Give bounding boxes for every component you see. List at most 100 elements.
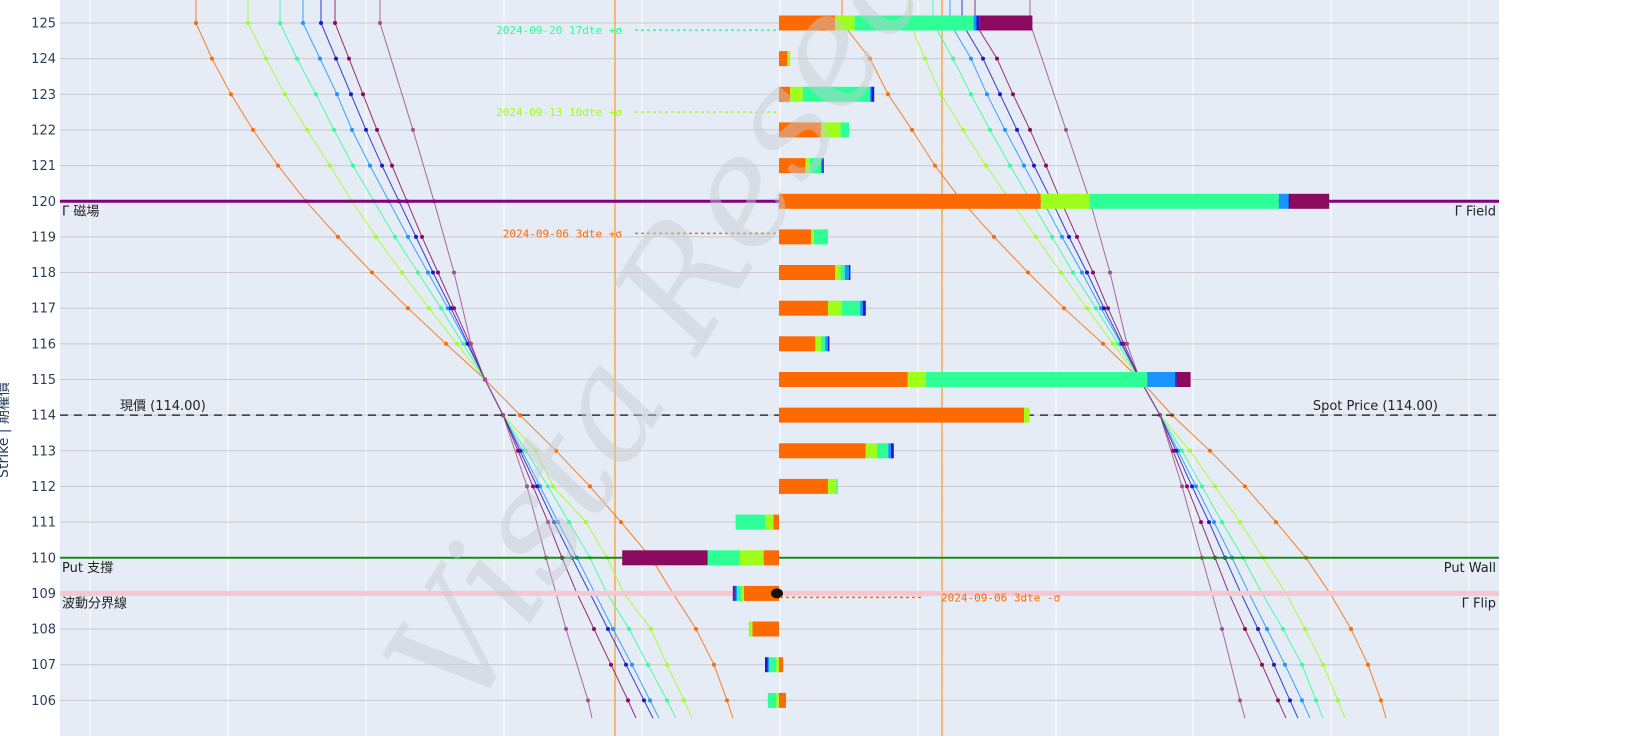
put-curve-point (278, 21, 282, 25)
bar-segment (828, 300, 842, 316)
call-curve-point (1108, 270, 1112, 275)
call-curve-point (1190, 484, 1194, 489)
put-curve-point (518, 413, 522, 418)
call-curve-point (910, 127, 914, 132)
bar-segment (779, 86, 791, 102)
bar-segment (844, 265, 849, 280)
call-curve-point (1062, 306, 1066, 311)
put-curve-point (426, 270, 430, 275)
bar-segment (765, 514, 774, 530)
call-curve-point (1243, 484, 1247, 489)
call-curve-point (1003, 127, 1007, 132)
put-curve-point (483, 377, 487, 382)
bar-segment (976, 15, 980, 31)
call-curve-point (1288, 698, 1292, 703)
call-curve-point (1220, 627, 1224, 631)
sigma-annotation-text: 2024-09-13 10dte +σ (496, 106, 622, 119)
bar-segment (735, 585, 737, 601)
reference-label-right: Γ Flip (1462, 596, 1496, 611)
bar-segment (779, 478, 828, 494)
put-curve-point (414, 234, 418, 239)
sigma-annotation-text: 2024-09-06 3dte +σ (503, 227, 623, 240)
put-curve-point (446, 306, 450, 311)
bar-segment (1089, 193, 1279, 209)
bar-segment (707, 550, 740, 566)
bar-segment (835, 15, 855, 31)
bar-segment (776, 657, 779, 673)
put-curve-point (393, 234, 397, 239)
y-tick-label: 117 (31, 302, 56, 317)
put-curve-point (210, 56, 214, 61)
call-curve-point (1314, 698, 1318, 703)
call-curve-point (1199, 520, 1203, 525)
put-curve-point (586, 698, 590, 703)
call-curve-point (1336, 698, 1340, 703)
bar-segment (767, 657, 770, 673)
put-curve-point (682, 698, 686, 703)
call-curve-point (969, 92, 973, 97)
put-curve-point (649, 627, 653, 631)
y-tick-label: 106 (31, 694, 56, 709)
y-tick-label: 108 (31, 623, 56, 638)
call-profile-curve (974, 0, 1287, 719)
put-curve-point (264, 56, 268, 61)
call-curve-point (1011, 92, 1015, 97)
bar-segment (811, 229, 814, 245)
call-curve-point (1102, 306, 1106, 311)
call-curve-point (1091, 270, 1095, 275)
plot-area: Γ 磁場 Γ Field 現價 (114.00) Spot Price (114.00… (60, 0, 1641, 736)
put-curve-point (449, 306, 453, 311)
put-curve-point (452, 306, 456, 311)
bar-segment (821, 336, 826, 352)
bar-segment (1176, 372, 1191, 387)
call-curve-point (988, 127, 992, 132)
call-curve-point (1188, 448, 1192, 453)
call-curve-point (1044, 163, 1048, 168)
put-curve-point (364, 127, 368, 132)
call-curve-point (981, 56, 985, 61)
bar-segment (1024, 407, 1030, 423)
put-curve-point (380, 163, 384, 168)
call-curve-point (1094, 306, 1098, 311)
bar-segment (779, 443, 866, 459)
put-curve-point (626, 698, 630, 703)
call-curve-point (1116, 341, 1120, 346)
call-curve-point (961, 127, 965, 132)
y-tick-label: 113 (31, 444, 56, 459)
bar-segment (741, 585, 744, 601)
bar-segment (779, 692, 786, 708)
bar-segment (888, 443, 891, 459)
call-profile-curve (961, 0, 1299, 719)
put-curve-point (694, 627, 698, 631)
bar-segment (732, 585, 735, 601)
put-curve-point (546, 484, 550, 489)
y-tick-label: 119 (31, 230, 56, 245)
call-curve-point (1272, 662, 1276, 667)
call-curve-point (1032, 163, 1036, 168)
bar-segment (842, 300, 861, 316)
right-margin (1499, 0, 1641, 736)
put-curve-point (333, 21, 337, 25)
bar-segment (840, 265, 845, 280)
put-profile-curve (247, 0, 693, 719)
call-curve-point (1060, 234, 1064, 239)
y-tick-label: 124 (31, 52, 56, 67)
call-curve-point (1180, 448, 1184, 453)
y-tick-label: 109 (31, 587, 56, 602)
bar-segment (1288, 193, 1290, 209)
bar-segment (779, 158, 806, 174)
call-curve-point (998, 92, 1002, 97)
put-curve-point (619, 520, 623, 525)
bar-segment (787, 51, 791, 67)
put-curve-point (375, 127, 379, 132)
call-curve-point (995, 56, 999, 61)
put-curve-point (374, 234, 378, 239)
call-curve-point (1106, 306, 1110, 311)
put-curve-point (646, 662, 650, 667)
put-curve-point (336, 234, 340, 239)
put-curve-point (334, 56, 338, 61)
put-curve-point (328, 163, 332, 168)
reference-label-right: Spot Price (114.00) (1313, 399, 1438, 414)
call-curve-point (886, 92, 890, 97)
